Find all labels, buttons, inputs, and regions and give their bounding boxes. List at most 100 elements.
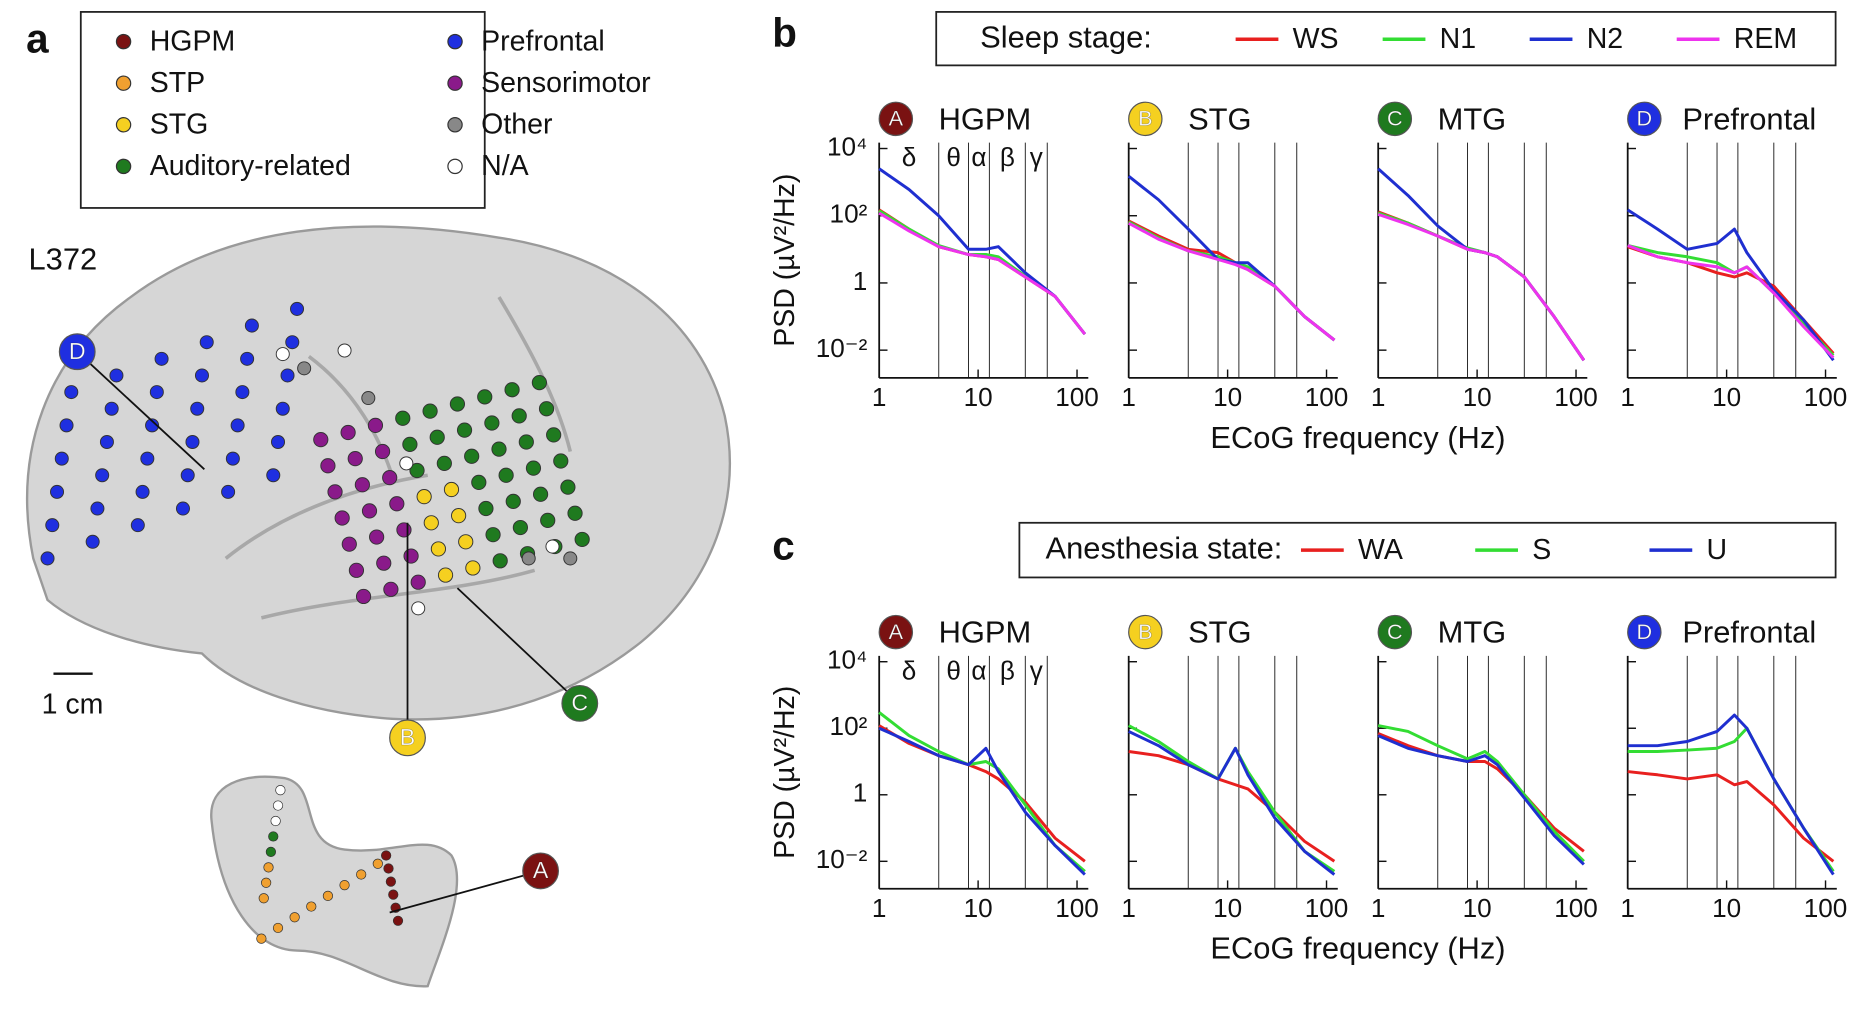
y-tick-label: 10⁻²: [816, 333, 868, 363]
x-tick-label: 10: [1213, 382, 1242, 412]
electrode: [258, 893, 269, 904]
psd-line: [1128, 730, 1336, 876]
electrode: [560, 479, 576, 495]
psd-line: [1377, 724, 1585, 863]
electrode: [130, 518, 145, 533]
chart-marker-letter: C: [1387, 106, 1403, 131]
psd-line: [1627, 770, 1835, 863]
electrode: [403, 548, 419, 564]
electrode: [270, 815, 281, 827]
electrode: [436, 455, 452, 471]
x-tick-label: 1: [1371, 893, 1386, 923]
legend-label: WS: [1293, 23, 1339, 55]
psd-line: [878, 724, 1086, 863]
electrode: [99, 434, 114, 450]
electrode: [382, 470, 398, 486]
band-label: α: [971, 142, 986, 172]
y-tick-label: 10²: [830, 199, 868, 229]
electrode: [498, 467, 514, 483]
electrode: [574, 531, 590, 548]
x-tick-label: 1: [1371, 382, 1386, 412]
electrode: [546, 427, 562, 443]
electrode: [180, 468, 195, 483]
legend-dot: [115, 33, 132, 50]
electrode: [504, 382, 520, 398]
electrode: [416, 489, 432, 505]
psd-line: [878, 711, 1086, 873]
chart-title: Prefrontal: [1682, 615, 1816, 650]
electrode: [355, 588, 372, 605]
electrode: [149, 385, 164, 400]
chart-marker-circle: [1377, 614, 1413, 650]
electrode: [104, 401, 119, 416]
electrode: [511, 408, 527, 424]
electrode: [525, 460, 542, 476]
electrode: [290, 301, 305, 316]
callout-circle: [561, 684, 599, 722]
psd-line: [1627, 245, 1835, 355]
electrode: [563, 551, 578, 566]
electrode: [538, 401, 555, 417]
legend-box-a: [79, 11, 486, 209]
electrode: [491, 441, 507, 457]
electrode: [339, 880, 350, 891]
x-tick-label: 100: [1305, 382, 1349, 412]
electrode: [477, 389, 493, 405]
legend-label: STG: [150, 108, 209, 140]
x-tick-label: 10: [1463, 893, 1492, 923]
x-tick-label: 10: [964, 893, 993, 923]
chart-marker-circle: [1627, 614, 1662, 650]
legend-label: Prefrontal: [481, 25, 605, 57]
psd-line: [878, 726, 1086, 876]
electrode: [383, 581, 399, 597]
electrode: [478, 500, 494, 517]
legend-dot: [115, 158, 132, 175]
chart-title: MTG: [1438, 615, 1507, 650]
electrode: [109, 368, 124, 383]
callout-letter: B: [400, 724, 415, 750]
y-tick-label: 10²: [830, 711, 868, 741]
x-tick-label: 10: [1213, 893, 1242, 923]
electrode: [95, 468, 110, 483]
psd-line: [878, 211, 1087, 336]
chart-marker-circle: [878, 614, 914, 650]
electrode: [221, 484, 236, 499]
chart-marker-letter: C: [1387, 619, 1403, 644]
electrode: [261, 877, 272, 888]
electrode: [381, 850, 392, 861]
x-axis-title: ECoG frequency (Hz): [1210, 931, 1505, 966]
electrode: [90, 501, 105, 516]
electrode: [275, 401, 290, 416]
x-tick-label: 100: [1804, 893, 1848, 923]
electrode: [280, 368, 295, 383]
chart-title: STG: [1188, 101, 1251, 136]
electrode: [399, 456, 414, 471]
electrode: [392, 915, 404, 926]
legend-label: Sensorimotor: [481, 67, 651, 99]
band-label: θ: [946, 142, 961, 172]
electrode: [395, 410, 411, 426]
electrode: [347, 451, 363, 467]
electrode: [322, 890, 334, 901]
electrode: [256, 933, 267, 944]
electrode: [545, 539, 560, 554]
x-axis-title: ECoG frequency (Hz): [1210, 420, 1505, 455]
electrode: [367, 417, 384, 433]
electrode: [272, 800, 284, 811]
electrode: [334, 510, 350, 526]
y-axis-title: PSD (µV²/Hz): [769, 174, 801, 347]
electrode: [532, 486, 549, 502]
chart-marker-letter: D: [1637, 619, 1653, 644]
electrode: [275, 347, 290, 362]
callout-circle: [522, 852, 560, 890]
electrode: [59, 418, 74, 433]
legend-dot: [115, 75, 132, 91]
electrode: [372, 858, 383, 869]
electrode: [297, 361, 312, 376]
x-tick-label: 1: [1121, 382, 1136, 412]
legend-dot: [115, 117, 132, 133]
chart-marker-letter: D: [1637, 106, 1653, 131]
chart-title: MTG: [1438, 101, 1507, 136]
legend-label: U: [1707, 534, 1728, 566]
electrode: [135, 484, 150, 499]
